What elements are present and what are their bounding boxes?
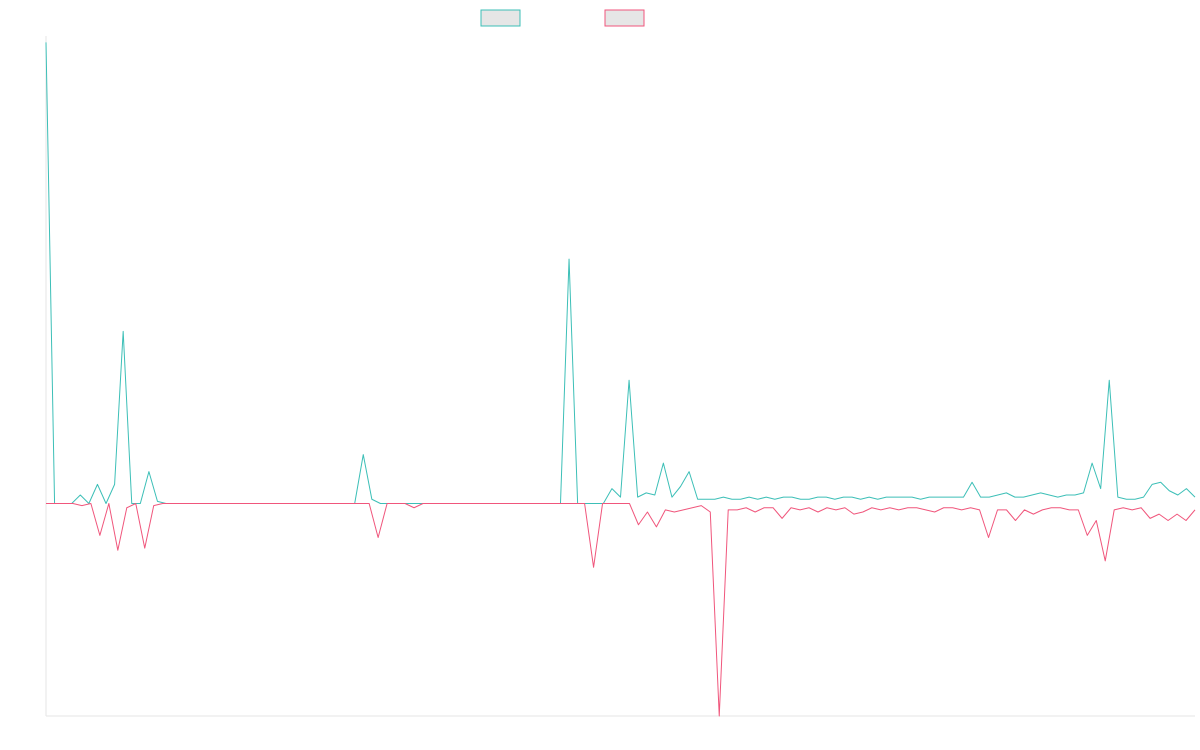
series-line-1 [45, 42, 1196, 504]
legend-swatch-1[interactable] [480, 9, 521, 27]
chart-series-layer [45, 42, 1196, 717]
chart-axes [45, 36, 1195, 717]
chart-legend [480, 9, 645, 27]
legend-swatch-2[interactable] [604, 9, 645, 27]
series-line-2 [46, 503, 1196, 717]
